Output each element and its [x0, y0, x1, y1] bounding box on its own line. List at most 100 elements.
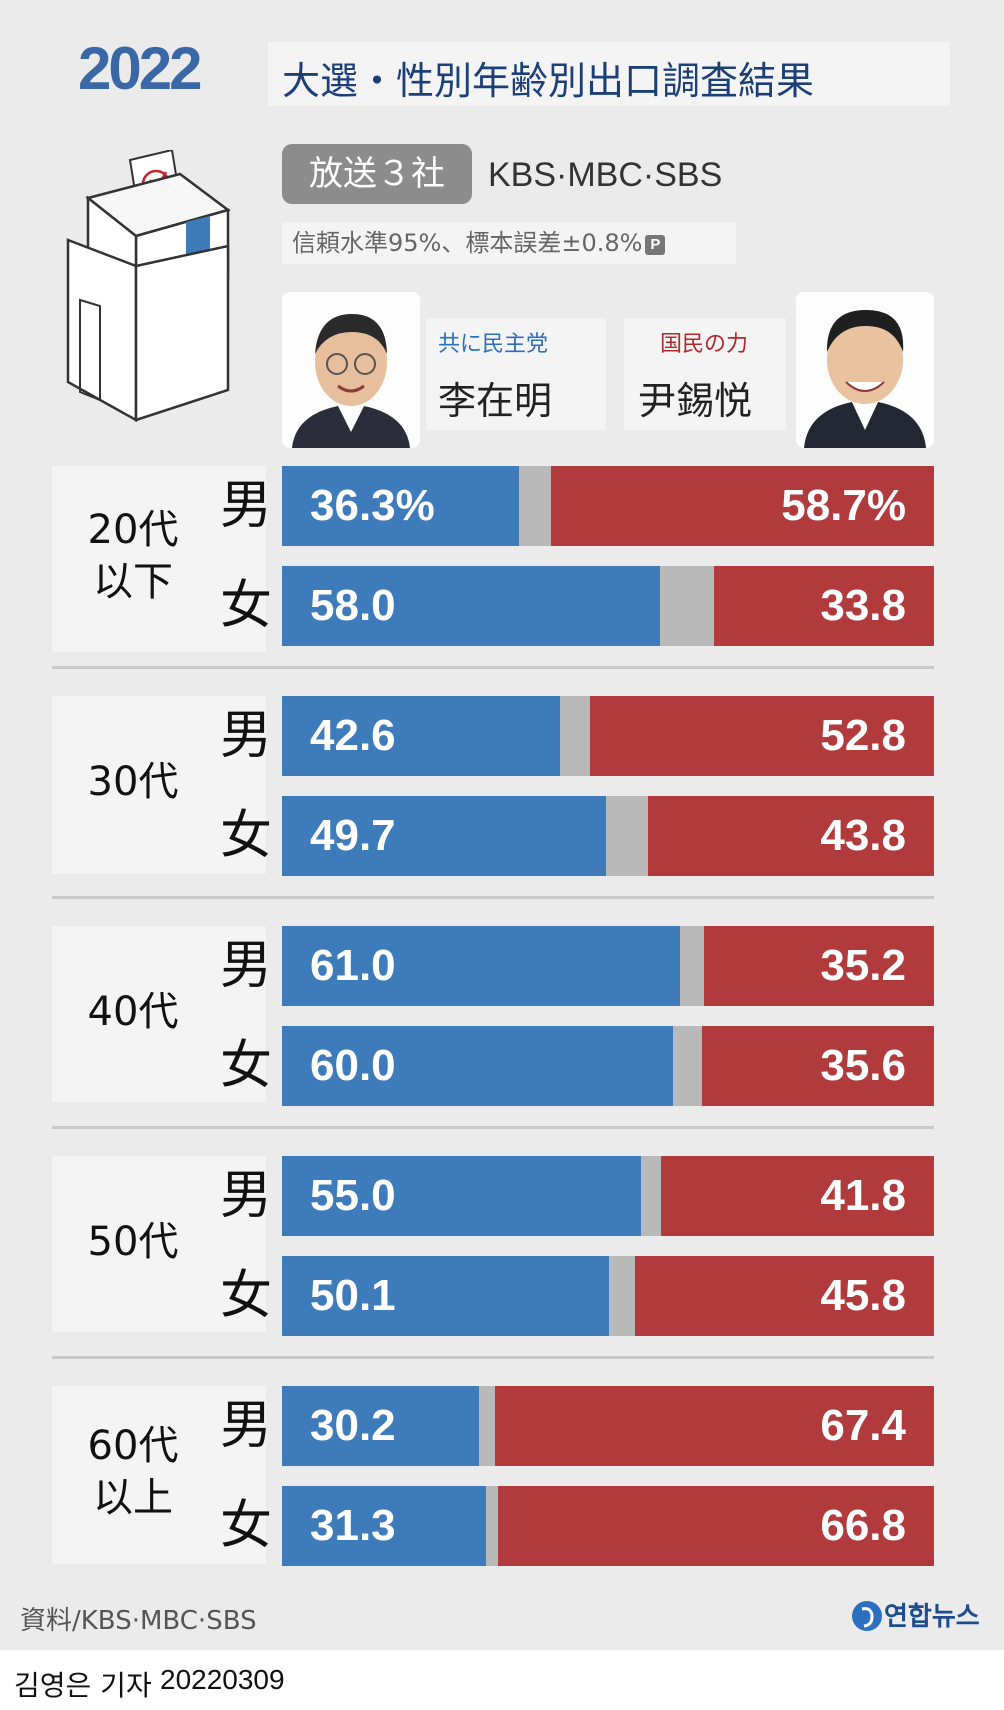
value-label-right: 45.8	[820, 1271, 906, 1320]
value-label-left: 60.0	[310, 1041, 396, 1090]
value-label-left: 36.3%	[310, 481, 435, 530]
bar-right-candidate	[590, 696, 934, 776]
candidate-left-photo	[282, 292, 420, 448]
candidate-right-party: 国民の力	[660, 332, 749, 357]
bar-row: 60.0 35.6	[282, 1026, 934, 1106]
age-group-box	[52, 926, 266, 1102]
candidate-left-name: 李在明	[438, 379, 553, 423]
age-group-box	[52, 696, 266, 874]
bar-right-candidate	[714, 566, 934, 646]
age-group-box	[52, 466, 266, 652]
source-note: 資料/KBS·MBC·SBS	[20, 1606, 257, 1636]
bar-left-candidate	[282, 1256, 609, 1336]
bar-left-candidate	[282, 1026, 673, 1106]
candidate-right-info	[624, 318, 786, 430]
gender-label-female: 女	[219, 1496, 272, 1556]
gender-label-male: 男	[219, 1396, 272, 1456]
bar-row: 31.3 66.8	[282, 1486, 934, 1566]
value-label-left: 42.6	[310, 711, 396, 760]
bar-row: 55.0 41.8	[282, 1156, 934, 1236]
age-label-60s: 60代 以上	[87, 1423, 179, 1521]
group-divider	[52, 1356, 934, 1359]
value-label-left: 31.3	[310, 1501, 396, 1550]
gender-label-male: 男	[219, 936, 272, 996]
value-label-right: 67.4	[820, 1401, 906, 1450]
logo-icon	[852, 1601, 882, 1631]
bar-right-candidate	[702, 1026, 934, 1106]
bar-row: 61.0 35.2	[282, 926, 934, 1006]
bar-right-candidate	[498, 1486, 934, 1566]
publish-date: 20220309	[160, 1664, 285, 1695]
bar-right-candidate	[648, 796, 934, 876]
bar-right-candidate	[551, 466, 934, 546]
value-label-left: 61.0	[310, 941, 396, 990]
value-label-right: 41.8	[820, 1171, 906, 1220]
bar-row: 30.2 67.4	[282, 1386, 934, 1466]
p-badge: P	[645, 235, 666, 255]
value-label-right: 58.7%	[781, 481, 906, 530]
gender-label-male: 男	[219, 1166, 272, 1226]
value-label-left: 30.2	[310, 1401, 396, 1450]
bar-row: 42.6 52.8	[282, 696, 934, 776]
chart-title: 大選・性別年齢別出口調査結果	[282, 59, 815, 103]
logo-text: 연합뉴스	[884, 1602, 980, 1632]
value-label-right: 33.8	[820, 581, 906, 630]
candidate-left-info	[426, 318, 606, 430]
age-group-box	[52, 1156, 266, 1332]
bar-left-candidate	[282, 796, 606, 876]
bar-left-candidate	[282, 1386, 479, 1466]
confidence-note: 信頼水準95%、標本誤差±0.8% P	[282, 222, 736, 264]
age-label-30s: 30代	[87, 759, 179, 805]
bar-row: 49.7 43.8	[282, 796, 934, 876]
yonhap-logo: 연합뉴스	[850, 1596, 980, 1633]
footer-bar	[0, 1650, 1004, 1710]
group-divider	[52, 896, 934, 899]
bar-right-candidate	[635, 1256, 934, 1336]
value-label-left: 58.0	[310, 581, 396, 630]
value-label-right: 43.8	[820, 811, 906, 860]
value-label-left: 55.0	[310, 1171, 396, 1220]
value-label-right: 52.8	[820, 711, 906, 760]
gender-label-male: 男	[219, 706, 272, 766]
bar-left-candidate	[282, 1156, 641, 1236]
age-label-40s: 40代	[87, 989, 179, 1035]
confidence-text: 信頼水準95%、標本誤差±0.8%	[292, 229, 643, 257]
gender-label-male: 男	[219, 476, 272, 536]
bar-left-candidate	[282, 566, 660, 646]
byline: 김영은 기자	[14, 1669, 152, 1702]
value-label-left: 49.7	[310, 811, 396, 860]
year-label: 2022	[78, 35, 202, 102]
age-label-20s: 20代 以下	[87, 507, 179, 605]
group-divider	[52, 1126, 934, 1129]
candidate-left-party: 共に民主党	[438, 332, 549, 357]
value-label-left: 50.1	[310, 1271, 396, 1320]
bar-right-candidate	[495, 1386, 934, 1466]
bar-left-candidate	[282, 1486, 486, 1566]
title-box	[268, 42, 950, 106]
candidate-right-name: 尹錫悦	[638, 379, 753, 423]
source-broadcasters: KBS·MBC·SBS	[488, 156, 723, 194]
gender-label-female: 女	[219, 1266, 272, 1326]
bar-row: 50.1 45.8	[282, 1256, 934, 1336]
value-label-right: 35.6	[820, 1041, 906, 1090]
bar-left-candidate	[282, 696, 560, 776]
bar-row: 36.3% 58.7%	[282, 466, 934, 546]
bar-right-candidate	[661, 1156, 934, 1236]
bar-right-candidate	[704, 926, 934, 1006]
gender-label-female: 女	[219, 1036, 272, 1096]
bar-left-candidate	[282, 466, 519, 546]
bar-row: 58.0 33.8	[282, 566, 934, 646]
ballot-box-icon	[66, 150, 231, 423]
value-label-right: 35.2	[820, 941, 906, 990]
candidate-right-photo	[796, 292, 934, 448]
source-badge: 放送３社	[282, 144, 472, 204]
gender-label-female: 女	[219, 576, 272, 636]
group-divider	[52, 666, 934, 669]
portrait-icon	[282, 292, 420, 448]
portrait-icon	[796, 292, 934, 448]
age-group-box	[52, 1386, 266, 1564]
bar-left-candidate	[282, 926, 680, 1006]
gender-label-female: 女	[219, 806, 272, 866]
value-label-right: 66.8	[820, 1501, 906, 1550]
age-label-50s: 50代	[87, 1219, 179, 1265]
